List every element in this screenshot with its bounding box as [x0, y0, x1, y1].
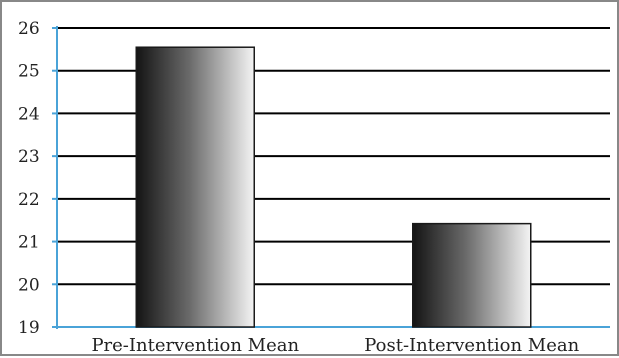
- x-tick-labels: Pre-Intervention Mean Post-Intervention M…: [91, 335, 579, 356]
- bar: [135, 46, 255, 328]
- y-tick-labels: 19 20 21 22 23 24 25 26: [18, 19, 40, 338]
- bar: [412, 222, 532, 328]
- y-tick-label: 21: [18, 233, 40, 253]
- y-tick-label: 25: [18, 62, 40, 82]
- y-tick-label: 26: [18, 19, 40, 39]
- y-tick-label: 24: [18, 104, 40, 124]
- y-tick-label: 22: [18, 190, 40, 210]
- y-tick-label: 23: [18, 147, 40, 167]
- x-tick-label: Post-Intervention Mean: [364, 335, 579, 356]
- bars: [135, 46, 532, 328]
- x-tick-label: Pre-Intervention Mean: [91, 335, 299, 356]
- y-tick-label: 19: [18, 318, 40, 338]
- y-tick-label: 20: [18, 275, 40, 295]
